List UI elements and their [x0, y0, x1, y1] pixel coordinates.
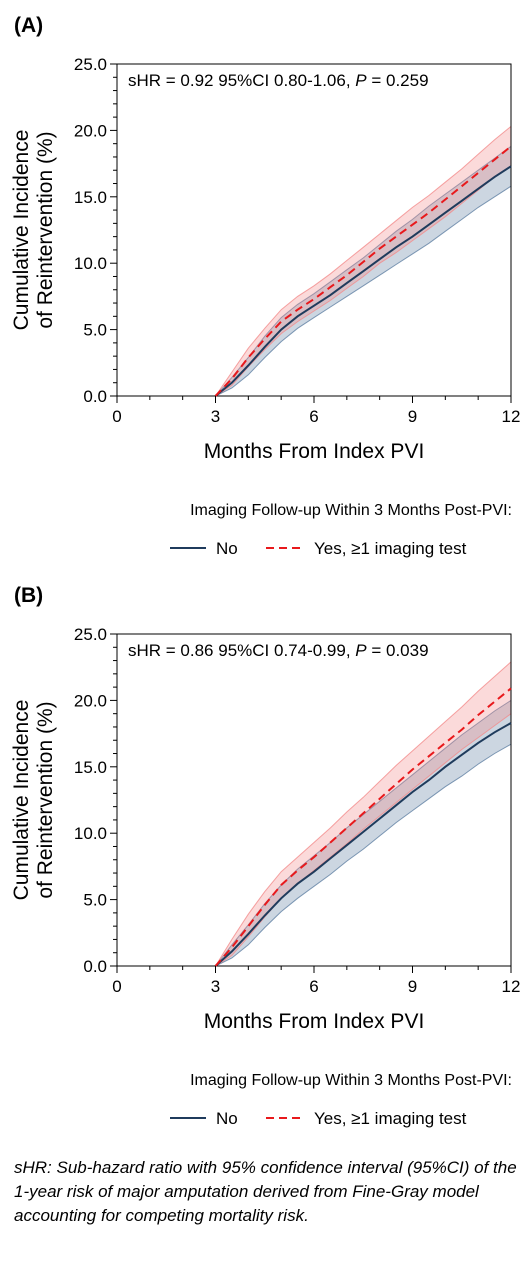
- footnote: sHR: Sub-hazard ratio with 95% confidenc…: [14, 1158, 517, 1225]
- shr-annotation: sHR = 0.92 95%CI 0.80-1.06, P = 0.259: [128, 71, 429, 90]
- series-line-no: [214, 722, 512, 967]
- y-axis-label-line: of Reintervention (%): [34, 131, 57, 328]
- chart-panel-b: (B) 0 3 6 9 12 0.0 5.0 10.0 15.0 20.0 25.0 Months F…: [0, 570, 527, 1140]
- chart-a-svg: 0 3 6 9 12 0.0 5.0 10.0 15.0 20.0 25.0 Months From …: [10, 55, 521, 558]
- shr-annotation: sHR = 0.86 95%CI 0.74-0.99, P = 0.039: [128, 641, 429, 660]
- y-axis-label-line: Cumulative Incidence: [10, 700, 33, 901]
- x-tick-label: 0: [112, 977, 121, 996]
- y-tick-label: 20.0: [74, 121, 107, 140]
- x-tick-label: 3: [211, 977, 220, 996]
- shr-annotation-text: sHR = 0.92 95%CI 0.80-1.06,: [128, 71, 355, 90]
- x-tick-label: 12: [502, 407, 521, 426]
- x-tick-label: 6: [309, 407, 318, 426]
- y-tick-label: 0.0: [83, 957, 107, 976]
- shr-annotation-text: sHR = 0.86 95%CI 0.74-0.99,: [128, 641, 355, 660]
- legend-label-no: No: [216, 539, 238, 558]
- panel-label: (B): [14, 584, 44, 607]
- y-tick-label: 10.0: [74, 824, 107, 843]
- legend-label-yes: Yes, ≥1 imaging test: [314, 539, 467, 558]
- y-tick-label: 0.0: [83, 387, 107, 406]
- x-tick-label: 6: [309, 977, 318, 996]
- plot-frame: [116, 63, 512, 397]
- y-tick-label: 15.0: [74, 188, 107, 207]
- p-value-symbol: P: [355, 641, 367, 660]
- y-axis-label: Cumulative Incidenceof Reintervention (%…: [10, 700, 57, 901]
- y-tick-label: 5.0: [83, 891, 107, 910]
- y-tick-label: 10.0: [74, 254, 107, 273]
- x-tick-label: 9: [408, 977, 417, 996]
- y-tick-label: 5.0: [83, 321, 107, 340]
- x-axis-label: Months From Index PVI: [204, 1010, 425, 1033]
- series-line-no: [214, 165, 512, 397]
- p-value-text: = 0.039: [367, 641, 429, 660]
- x-tick-label: 0: [112, 407, 121, 426]
- x-tick-label: 9: [408, 407, 417, 426]
- y-tick-label: 25.0: [74, 625, 107, 644]
- series-line-yes: [214, 687, 512, 967]
- y-axis-label-line: of Reintervention (%): [34, 701, 57, 898]
- y-tick-label: 20.0: [74, 691, 107, 710]
- plot-frame: [116, 633, 512, 967]
- legend-label-yes: Yes, ≥1 imaging test: [314, 1109, 467, 1128]
- y-axis-label-line: Cumulative Incidence: [10, 130, 33, 331]
- y-tick-label: 15.0: [74, 758, 107, 777]
- chart-panel-a: (A) 0 3 6 9 12 0.0 5.0 10.0 15.0 20.0 25.0 Months F…: [0, 0, 527, 570]
- y-axis-label: Cumulative Incidenceof Reintervention (%…: [10, 130, 57, 331]
- panel-label: (A): [14, 14, 44, 37]
- legend-title: Imaging Follow-up Within 3 Months Post-P…: [190, 502, 512, 519]
- chart-b-svg: 0 3 6 9 12 0.0 5.0 10.0 15.0 20.0 25.0 Months From …: [10, 625, 521, 1128]
- legend-label-no: No: [216, 1109, 238, 1128]
- p-value-text: = 0.259: [367, 71, 429, 90]
- legend-title: Imaging Follow-up Within 3 Months Post-P…: [190, 1072, 512, 1089]
- y-tick-label: 25.0: [74, 55, 107, 74]
- x-tick-label: 12: [502, 977, 521, 996]
- x-axis-label: Months From Index PVI: [204, 440, 425, 463]
- series-line-yes: [214, 145, 512, 397]
- p-value-symbol: P: [355, 71, 367, 90]
- x-tick-label: 3: [211, 407, 220, 426]
